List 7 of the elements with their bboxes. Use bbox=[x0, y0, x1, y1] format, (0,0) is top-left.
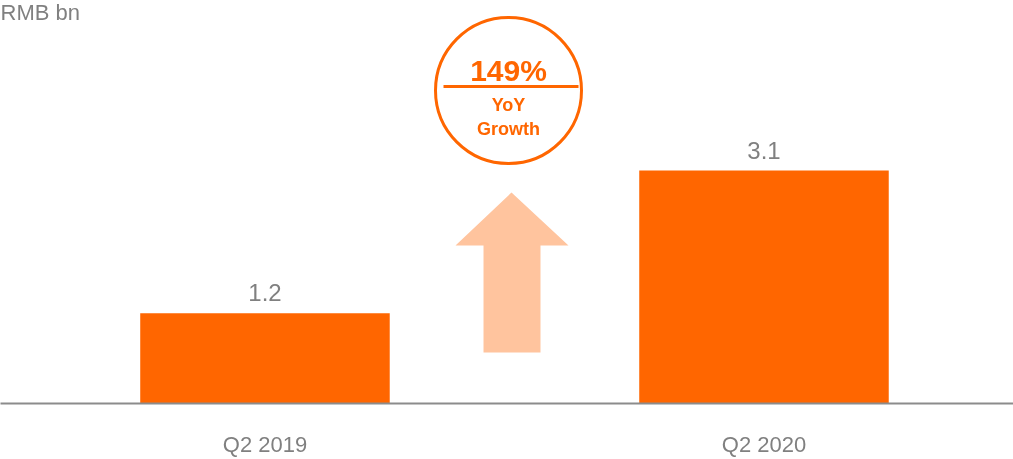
text: YoY Growth bbox=[477, 94, 540, 139]
data-label: 3.1 bbox=[747, 136, 781, 164]
x-tick-label: Q2 2019 bbox=[222, 431, 308, 457]
text: RMB bn bbox=[0, 0, 80, 25]
data-label: 1.2 bbox=[248, 279, 282, 307]
text: 149% bbox=[470, 54, 547, 87]
x-tick-label: Q2 2020 bbox=[721, 431, 807, 457]
